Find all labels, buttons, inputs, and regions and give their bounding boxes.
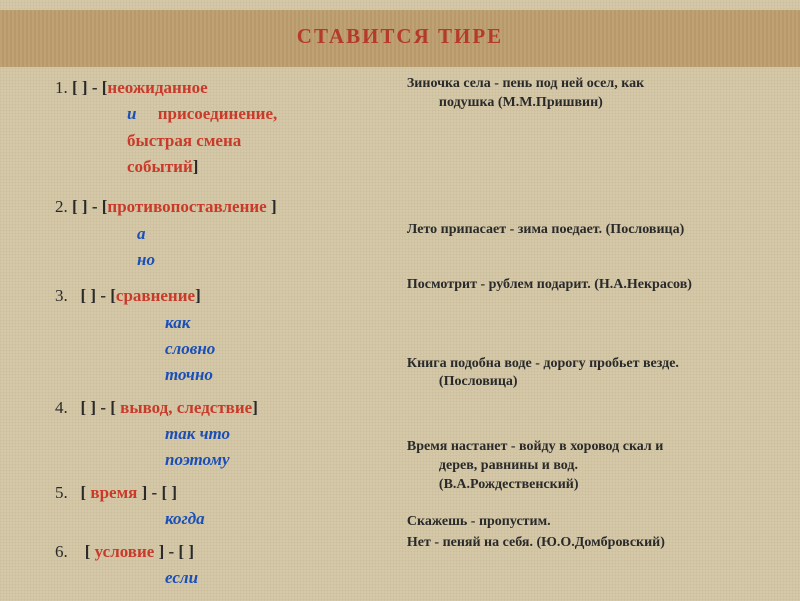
example-1: Зиночка села - пень под ней осел, как по… (407, 75, 760, 113)
conj-line: как (55, 310, 381, 336)
example-line: подушка (М.М.Пришвин) (407, 94, 760, 113)
schema: ] (252, 398, 258, 417)
keyword: противопоставление (107, 197, 266, 216)
conj-line: а (55, 221, 381, 247)
conj-line: точно (55, 362, 381, 388)
schema: [ ] - [ (72, 78, 107, 97)
conj: и (127, 104, 136, 123)
keyword: сравнение (116, 286, 195, 305)
keyword: быстрая смена (127, 131, 241, 150)
conj: так что (165, 424, 230, 443)
conj-line: поэтому (55, 447, 381, 473)
example-line: (Пословица) (407, 373, 760, 392)
schema: ] - [ ] (137, 483, 177, 502)
page: СТАВИТСЯ ТИРЕ 1. [ ] - [неожиданное и пр… (0, 0, 800, 601)
examples-column: Зиночка села - пень под ней осел, как по… (407, 75, 760, 591)
conj: как (165, 313, 190, 332)
page-title: СТАВИТСЯ ТИРЕ (0, 24, 800, 49)
example-line: Зиночка села - пень под ней осел, как (407, 75, 760, 94)
rule-3: 3. [ ] - [сравнение] как словно точно (55, 283, 381, 388)
keyword: событий (127, 157, 193, 176)
keyword: присоединение, (158, 104, 278, 123)
keyword: неожиданное (107, 78, 207, 97)
example-line: Нет - пеняй на себя. (Ю.О.Домбровский) (407, 534, 760, 553)
conj-line: когда (55, 506, 381, 532)
example-line: (В.А.Рождественский) (407, 476, 760, 495)
example-line: Лето припасает - зима поедает. (Пословиц… (407, 221, 760, 240)
rule-number: 4. (55, 398, 68, 417)
rule-1: 1. [ ] - [неожиданное и присоединение, б… (55, 75, 381, 180)
example-2: Лето припасает - зима поедает. (Пословиц… (407, 221, 760, 240)
conj-line: словно (55, 336, 381, 362)
rule-number: 2. (55, 197, 68, 216)
rules-column: 1. [ ] - [неожиданное и присоединение, б… (55, 75, 381, 591)
rule-2: 2. [ ] - [противопоставление ] а но (55, 194, 381, 273)
schema: [ (85, 542, 95, 561)
columns: 1. [ ] - [неожиданное и присоединение, б… (55, 75, 760, 591)
conj: когда (165, 509, 205, 528)
conj: если (165, 568, 198, 587)
rule-cont: быстрая смена (55, 128, 381, 154)
schema: [ (81, 483, 91, 502)
conj-line: но (55, 247, 381, 273)
keyword: условие (95, 542, 155, 561)
schema: [ ] - [ (81, 398, 121, 417)
keyword: вывод, следствие (120, 398, 252, 417)
conj-line: если (55, 565, 381, 591)
example-line: Время настанет - войду в хоровод скал и (407, 438, 760, 457)
keyword: время (90, 483, 137, 502)
rule-6: 6. [ условие ] - [ ] если (55, 539, 381, 592)
example-6: Скажешь - пропустим. (407, 513, 760, 532)
schema: [ ] - [ (81, 286, 116, 305)
rule-number: 6. (55, 542, 68, 561)
conj: точно (165, 365, 213, 384)
example-5: Время настанет - войду в хоровод скал и … (407, 438, 760, 495)
example-4: Книга подобна воде - дорогу пробьет везд… (407, 355, 760, 393)
conj-line: так что (55, 421, 381, 447)
example-line: Книга подобна воде - дорогу пробьет везд… (407, 355, 760, 374)
schema: [ ] - [ (72, 197, 107, 216)
schema: ] (193, 157, 199, 176)
conj: но (137, 250, 155, 269)
conj: а (137, 224, 146, 243)
rule-number: 3. (55, 286, 68, 305)
example-7: Нет - пеняй на себя. (Ю.О.Домбровский) (407, 534, 760, 553)
rule-number: 5. (55, 483, 68, 502)
schema: ] (267, 197, 277, 216)
example-line: дерев, равнины и вод. (407, 457, 760, 476)
rule-4: 4. [ ] - [ вывод, следствие] так что поэ… (55, 395, 381, 474)
example-3: Посмотрит - рублем подарит. (Н.А.Некрасо… (407, 276, 760, 295)
title-bar: СТАВИТСЯ ТИРЕ (0, 10, 800, 67)
schema: ] (195, 286, 201, 305)
rule-5: 5. [ время ] - [ ] когда (55, 480, 381, 533)
rule-cont: и присоединение, (55, 101, 381, 127)
rule-number: 1. (55, 78, 68, 97)
conj: поэтому (165, 450, 230, 469)
schema: ] - [ ] (154, 542, 194, 561)
example-line: Посмотрит - рублем подарит. (Н.А.Некрасо… (407, 276, 760, 295)
conj: словно (165, 339, 215, 358)
example-line: Скажешь - пропустим. (407, 513, 760, 532)
rule-cont: событий] (55, 154, 381, 180)
